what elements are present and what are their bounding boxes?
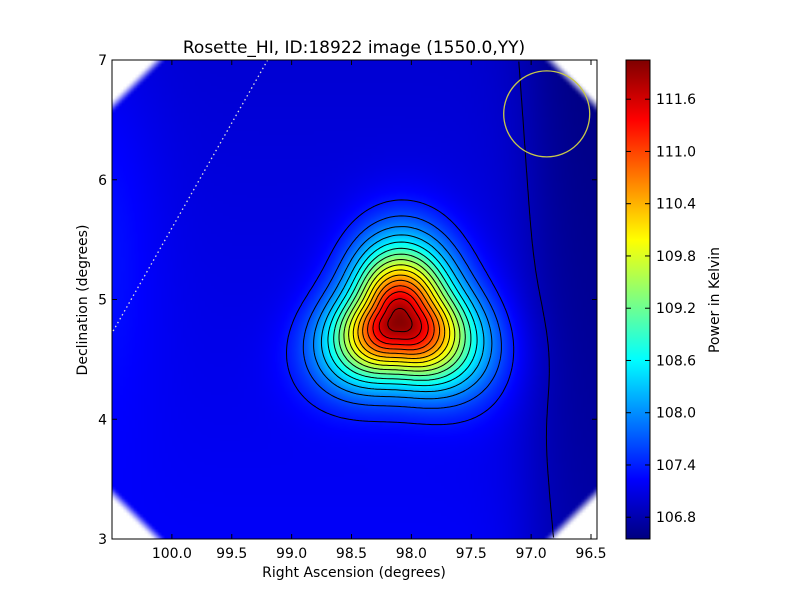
contour-lines — [286, 61, 554, 538]
contour-line — [372, 291, 429, 346]
contour-line — [352, 269, 451, 364]
x-tick-label: 96.5 — [575, 546, 606, 562]
x-tick-label: 98.0 — [396, 546, 427, 562]
contour-line — [338, 253, 466, 377]
contour-line — [378, 298, 422, 340]
contour-line — [333, 247, 472, 381]
contour-line — [387, 307, 413, 333]
y-tick-label: 3 — [98, 532, 107, 548]
contour-line — [357, 274, 446, 359]
contour-line — [302, 215, 502, 409]
colorbar-tick-label: 110.4 — [656, 197, 696, 213]
y-tick-label: 7 — [98, 53, 107, 69]
y-axis-label: Declination (degrees) — [75, 225, 91, 376]
contour-line — [327, 241, 478, 387]
y-tick-label: 6 — [98, 173, 107, 189]
contour-line — [313, 226, 493, 400]
contour-line — [362, 279, 441, 355]
x-tick-label: 99.5 — [216, 546, 247, 562]
contour-line — [286, 199, 515, 426]
colorbar-ticks: 106.8 107.4 108.0 108.6 109.2 109.8 110.4 111.0… — [626, 92, 696, 526]
y-tick-label: 4 — [98, 412, 107, 428]
colorbar-tick-label: 111.0 — [656, 144, 696, 160]
colorbar-label: Power in Kelvin — [707, 247, 723, 353]
colorbar-tick-label: 109.8 — [656, 249, 696, 265]
colorbar-tick-label: 107.4 — [656, 458, 696, 474]
x-axis-label: Right Ascension (degrees) — [262, 565, 446, 581]
x-tick-label: 99.0 — [276, 546, 307, 562]
x-tick-label: 97.5 — [456, 546, 487, 562]
heatmap-image — [112, 60, 597, 539]
dotted-line — [112, 60, 269, 334]
contour-line — [343, 259, 461, 372]
y-axis-ticks: 3 4 5 6 7 — [98, 53, 597, 548]
colorbar-tick-label: 106.8 — [656, 510, 696, 526]
chart-title: Rosette_HI, ID:18922 image (1550.0,YY) — [183, 38, 525, 58]
y-tick-label: 5 — [98, 293, 107, 309]
colorbar-tick-label: 109.2 — [656, 301, 696, 317]
contour-line — [320, 234, 485, 393]
x-tick-label: 98.5 — [336, 546, 367, 562]
overlay-layer — [112, 60, 591, 538]
plot-area: 100.0 99.5 99.0 98.5 98.0 97.5 97.0 96.5 3 4 5 6 7 — [98, 53, 607, 562]
x-tick-label: 100.0 — [152, 546, 192, 562]
x-tick-label: 97.0 — [516, 546, 547, 562]
colorbar: 106.8 107.4 108.0 108.6 109.2 109.8 110.4 111.0… — [625, 59, 696, 540]
colorbar-gradient — [625, 59, 651, 540]
contour-line — [367, 285, 435, 351]
colorbar-tick-label: 108.6 — [656, 353, 696, 369]
colorbar-tick-label: 111.6 — [656, 92, 696, 108]
contour-line — [518, 61, 554, 538]
contour-line — [348, 264, 456, 368]
x-axis-ticks: 100.0 99.5 99.0 98.5 98.0 97.5 97.0 96.5 — [152, 60, 607, 562]
colorbar-tick-label: 108.0 — [656, 406, 696, 422]
beam-circle — [503, 70, 591, 158]
